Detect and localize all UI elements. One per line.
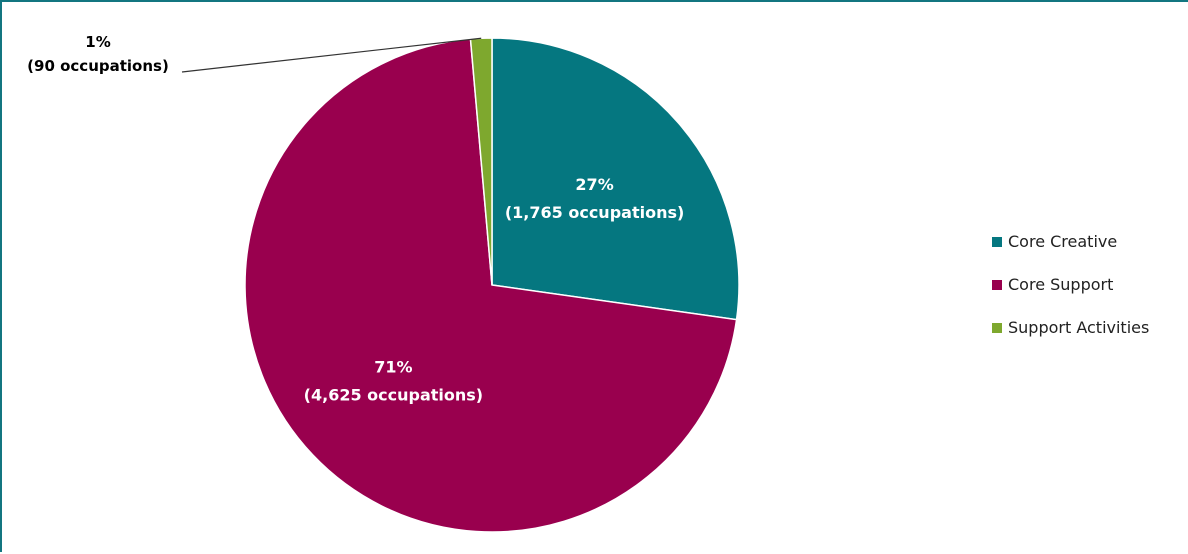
data-label-core-support: 71% (4,625 occupations) [304, 357, 483, 404]
data-label-support-activities: 1% (90 occupations) [27, 33, 169, 75]
legend-swatch-core-creative [992, 237, 1002, 247]
legend-label-core-creative: Core Creative [1008, 232, 1117, 251]
legend-swatch-core-support [992, 280, 1002, 290]
legend-label-core-support: Core Support [1008, 275, 1113, 294]
leader-line-support-activities [181, 37, 482, 73]
legend-label-support-activities: Support Activities [1008, 318, 1149, 337]
pie-slice-core-support [244, 38, 738, 533]
data-label-core-creative: 27% (1,765 occupations) [505, 175, 684, 222]
legend-item-support-activities: Support Activities [992, 318, 1149, 337]
legend-swatch-support-activities [992, 323, 1002, 333]
legend-item-core-support: Core Support [992, 275, 1113, 294]
legend-item-core-creative: Core Creative [992, 232, 1117, 251]
pie-slice-core-creative [491, 37, 740, 321]
